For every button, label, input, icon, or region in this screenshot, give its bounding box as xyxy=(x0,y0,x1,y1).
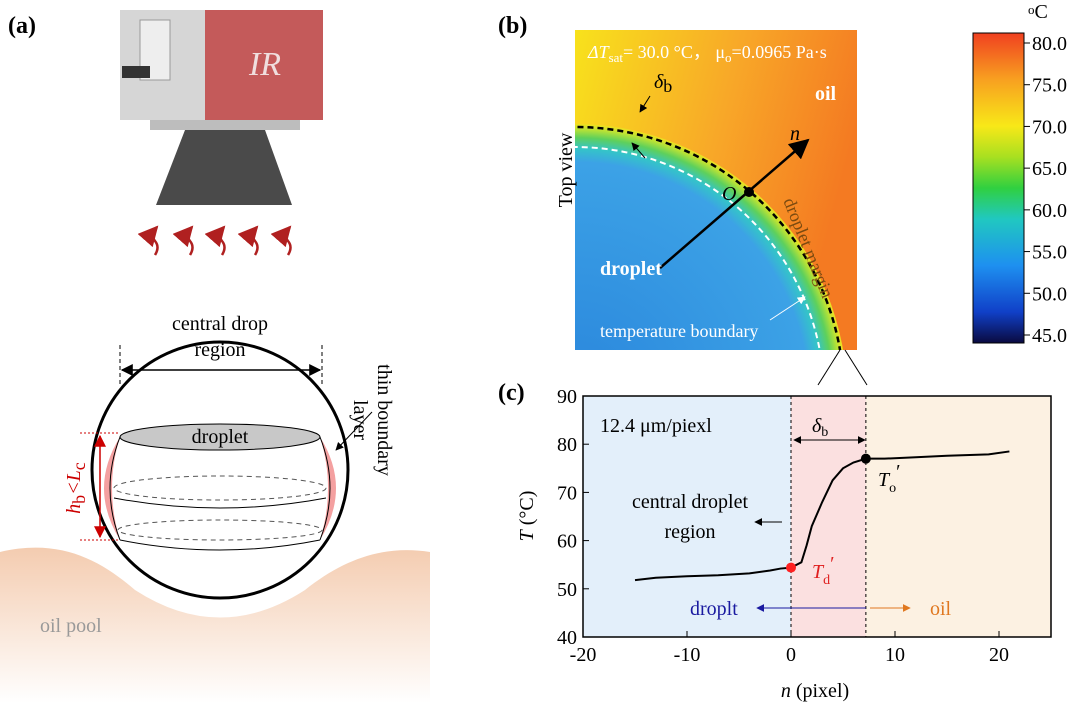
region-label: central drop xyxy=(172,313,268,335)
y-tick-label: 60 xyxy=(557,531,577,553)
y-tick-label: 40 xyxy=(557,627,577,649)
x-tick-label: 10 xyxy=(885,644,905,666)
colorbar-tick-label: 55.0 xyxy=(1032,242,1067,264)
zoom-line xyxy=(818,350,840,385)
boundary-label: temperature boundary xyxy=(600,321,758,341)
marker xyxy=(786,563,796,573)
y-tick-label: 80 xyxy=(557,434,577,456)
colorbar-unit: oC xyxy=(1028,1,1048,23)
x-tick-label: 20 xyxy=(989,644,1009,666)
colorbar-tick-label: 70.0 xyxy=(1032,116,1067,138)
y-tick-label: 70 xyxy=(557,482,577,504)
region xyxy=(866,396,1051,637)
droplet-outline xyxy=(92,342,348,598)
droplet-side xyxy=(110,437,330,540)
colorbar xyxy=(973,33,1024,343)
oil-label: oil xyxy=(930,598,952,620)
layer-label: thin boundary xyxy=(373,364,395,476)
panel-label: (c) xyxy=(498,380,525,406)
panel-label: (a) xyxy=(8,13,36,39)
height-label: hb<Lc xyxy=(63,462,89,514)
layer-label: layer xyxy=(349,400,371,440)
band xyxy=(114,498,326,508)
origin-point xyxy=(744,187,754,197)
view-label: Top view xyxy=(555,132,577,207)
colorbar-tick-label: 80.0 xyxy=(1032,33,1067,55)
colorbar-ticks: 45.0 50.0 55.0 60.0 65.0 70.0 75.0 80.0 xyxy=(1024,33,1067,347)
scale-label: 12.4 μm/piexl xyxy=(600,415,712,437)
central-label: region xyxy=(664,521,715,543)
y-axis-label: T (°C) xyxy=(516,491,538,542)
condition-label: ΔTsat= 30.0 °C， μo=0.0965 Pa·s xyxy=(587,42,827,65)
marker xyxy=(861,454,871,464)
nozzle xyxy=(156,130,292,205)
boundary-layer xyxy=(320,437,336,540)
droplt-label: droplt xyxy=(690,598,738,620)
origin-label: O xyxy=(722,183,736,205)
colorbar-tick-label: 60.0 xyxy=(1032,200,1067,222)
camera-part xyxy=(122,66,150,78)
droplet-bottom xyxy=(120,540,320,550)
zoom-line xyxy=(845,350,867,385)
region xyxy=(791,396,866,637)
band xyxy=(118,520,322,540)
ir-rays xyxy=(153,227,291,255)
boundary-layer xyxy=(104,437,120,540)
x-tick-label: -10 xyxy=(674,644,701,666)
colorbar-tick-label: 65.0 xyxy=(1032,158,1067,180)
colorbar-tick-label: 45.0 xyxy=(1032,325,1067,347)
camera-base xyxy=(150,120,300,130)
oil-label: oil xyxy=(815,83,837,105)
colorbar-tick-label: 75.0 xyxy=(1032,75,1067,97)
y-tick-label: 90 xyxy=(557,386,577,408)
x-tick-label: 0 xyxy=(786,644,796,666)
droplet-label: droplet xyxy=(600,258,662,280)
camera-label: IR xyxy=(248,46,281,83)
figure: (a) IR oil pool central drop region drop… xyxy=(0,0,1075,703)
x-axis-label: n (pixel) xyxy=(781,680,849,702)
droplet-label: droplet xyxy=(192,426,249,448)
central-label: central droplet xyxy=(632,491,748,513)
panel-label: (b) xyxy=(498,13,527,39)
band xyxy=(114,476,326,500)
y-tick-label: 50 xyxy=(557,579,577,601)
normal-label: n xyxy=(790,123,800,145)
colorbar-tick-label: 50.0 xyxy=(1032,283,1067,305)
pool-label: oil pool xyxy=(40,615,102,637)
